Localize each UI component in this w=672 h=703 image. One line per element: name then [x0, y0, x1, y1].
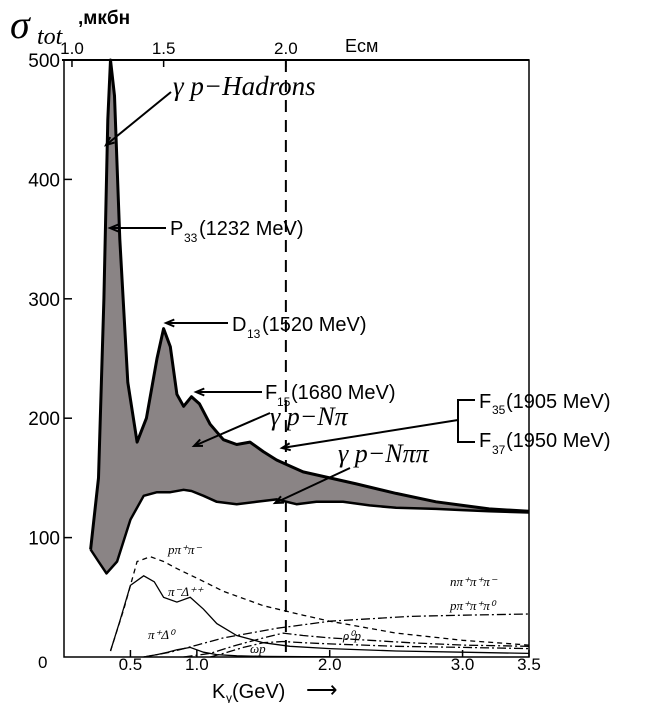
leader-npipi-arrowhead — [272, 495, 285, 505]
channel-curve-5 — [183, 632, 530, 658]
label-f15-sub: 15 — [277, 395, 291, 409]
top-tick-label-1: 1.5 — [152, 39, 176, 58]
channel-curve-0 — [109, 556, 530, 652]
label-ch-n3pi: nπ⁺π⁺π⁻ — [450, 574, 498, 589]
y-tick-label-1: 200 — [28, 409, 60, 430]
label-ch-ppipi: pπ⁺π⁻ — [167, 542, 202, 557]
x-tick-label-2: 2.0 — [318, 655, 342, 674]
origin-label: 0 — [38, 653, 47, 672]
label-ch-p3pi: pπ⁺π⁺π⁰ — [449, 598, 497, 613]
leader-npipi — [274, 467, 351, 504]
channel-curve-4 — [209, 640, 530, 658]
y-axis-symbol: σ — [10, 2, 31, 47]
y-axis-subscript: tot — [37, 24, 64, 50]
leader-d13-arrowhead — [163, 318, 175, 328]
label-p33-rest: (1232 MeV) — [199, 218, 304, 240]
leader-f15-arrowhead — [193, 387, 205, 397]
y-tick-label-4: 500 — [28, 51, 60, 72]
label-ch-rho: ρ⁰p — [342, 628, 361, 643]
label-f35: F — [479, 391, 491, 413]
partial-channels — [109, 556, 530, 658]
label-hadrons: γ p−Hadrons — [173, 71, 316, 101]
leader-npi — [193, 412, 271, 447]
leader-f35-f37-arrowhead — [279, 442, 291, 452]
lower-bound-curve — [89, 488, 530, 575]
label-f15: F — [265, 382, 277, 404]
top-tick-label-2: 2.0 — [274, 39, 298, 58]
label-f37: F — [479, 430, 491, 452]
label-ch-pidelta-0: π⁺Δ⁰ — [148, 627, 176, 642]
label-ch-omega: ωp — [250, 641, 266, 656]
plot-box — [63, 59, 530, 658]
label-d13: D — [232, 314, 246, 336]
leader-hadrons-arrowhead — [104, 136, 115, 147]
y-tick-label-2: 300 — [28, 290, 60, 311]
channel-curve-3 — [143, 613, 530, 658]
plot-frame — [62, 59, 530, 658]
label-npi: γ p−Nπ — [270, 402, 349, 431]
label-d13-sub: 13 — [247, 327, 261, 341]
x-axis-subscript: γ — [226, 691, 232, 703]
label-ch-pidelta-pp: π⁻Δ⁺⁺ — [168, 584, 204, 599]
label-f15-rest: (1680 MeV) — [291, 382, 396, 404]
y-tick-label-3: 400 — [28, 170, 60, 191]
x-tick-label-4: 3.5 — [517, 655, 541, 674]
y-tick-label-0: 100 — [28, 529, 60, 550]
leader-npi-arrowhead — [191, 438, 204, 448]
leader-f35-f37 — [281, 419, 459, 449]
total-cross-section-curve — [89, 58, 530, 550]
y-axis-unit: ,мкбн — [78, 8, 130, 29]
label-npipi: γ p−Nππ — [338, 439, 430, 468]
top-tick-label-0: 1.0 — [60, 39, 84, 58]
x-axis-arrow: ⟶ — [306, 677, 338, 702]
f35-f37-bracket — [457, 399, 475, 443]
x-tick-label-1: 1.0 — [185, 655, 209, 674]
label-d13-rest: (1520 MeV) — [262, 314, 367, 336]
label-f35-rest: (1905 MeV) — [506, 391, 611, 413]
label-f37-rest: (1950 MeV) — [506, 430, 611, 452]
leader-p33-arrowhead — [107, 223, 119, 233]
label-f35-sub: 35 — [492, 403, 506, 417]
x-tick-label-0: 0.5 — [119, 655, 143, 674]
x-axis-unit: (GeV) — [232, 681, 285, 703]
label-p33: P — [170, 218, 183, 240]
x-axis-main: K — [212, 681, 226, 703]
channel-curve-2 — [143, 646, 330, 658]
channel-curve-1 — [109, 575, 530, 655]
label-f37-sub: 37 — [492, 443, 506, 457]
leader-hadrons — [105, 91, 172, 146]
axes: 100 200 300 400 500 0.5 1.0 2.0 3.0 3.5 1.0 1.5 2.0 — [28, 39, 541, 674]
label-p33-sub: 33 — [184, 231, 198, 245]
x-tick-label-3: 3.0 — [451, 655, 475, 674]
top-axis-label: Eсм — [345, 36, 378, 56]
